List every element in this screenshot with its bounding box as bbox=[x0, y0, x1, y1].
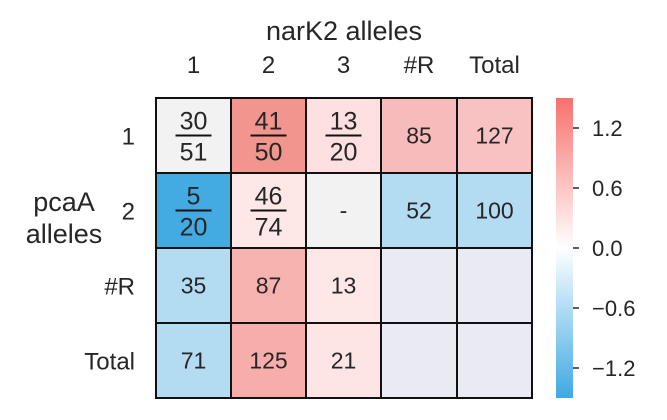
column-headers: 1 2 3 #R Total bbox=[187, 52, 520, 79]
cell-numerator: 30 bbox=[180, 108, 208, 136]
heatmap-cell bbox=[456, 247, 533, 324]
heatmap-cell bbox=[230, 322, 307, 399]
row-header: 2 bbox=[122, 199, 135, 226]
cell-value: 125 bbox=[249, 348, 287, 374]
cell-value: - bbox=[340, 198, 348, 224]
cell-denominator: 20 bbox=[180, 214, 208, 242]
cell-value: 21 bbox=[331, 348, 357, 374]
cell-value: 71 bbox=[181, 348, 207, 374]
heatmap-cell bbox=[305, 322, 382, 399]
heatmap-cells: 30 51 41 50 13 20 85 127 5 20 46 74 - 52 100 35 87 13 71 12… bbox=[155, 97, 533, 399]
heatmap-cell bbox=[155, 247, 232, 324]
row-header: #R bbox=[104, 274, 135, 301]
heatmap-cell bbox=[456, 322, 533, 399]
column-header: 3 bbox=[337, 52, 350, 79]
column-axis-title: narK2 alleles bbox=[266, 16, 422, 46]
column-header: Total bbox=[469, 52, 520, 79]
colorbar-tick-label: 0.6 bbox=[592, 176, 623, 201]
heatmap-cell bbox=[456, 172, 533, 249]
colorbar-ticks: 1.2 0.6 0.0 −0.6 −1.2 bbox=[573, 116, 635, 381]
row-axis-title-line-2: alleles bbox=[26, 219, 103, 249]
heatmap-cell bbox=[305, 247, 382, 324]
row-header: Total bbox=[84, 349, 135, 376]
column-header: 2 bbox=[262, 52, 275, 79]
cell-value: 52 bbox=[406, 198, 432, 224]
cell-value: 35 bbox=[181, 273, 207, 299]
colorbar-tick-label: −0.6 bbox=[592, 296, 635, 321]
cell-numerator: 13 bbox=[330, 108, 358, 136]
colorbar-tick-label: −1.2 bbox=[592, 356, 635, 381]
heatmap-cell bbox=[380, 322, 458, 399]
row-header: 1 bbox=[122, 124, 135, 151]
cell-value: 127 bbox=[475, 123, 513, 149]
colorbar bbox=[556, 98, 573, 398]
heatmap-cell bbox=[380, 172, 458, 249]
colorbar-tick-label: 0.0 bbox=[592, 236, 623, 261]
cell-denominator: 74 bbox=[255, 214, 283, 242]
cell-value: 85 bbox=[406, 123, 432, 149]
cell-denominator: 50 bbox=[255, 139, 283, 167]
cell-value: 100 bbox=[475, 198, 513, 224]
column-header: 1 bbox=[187, 52, 200, 79]
heatmap-cell bbox=[380, 247, 458, 324]
cell-value: 87 bbox=[256, 273, 282, 299]
cell-denominator: 51 bbox=[180, 139, 208, 167]
cell-value: 13 bbox=[331, 273, 357, 299]
row-headers: 1 2 #R Total bbox=[84, 124, 135, 376]
cell-denominator: 20 bbox=[330, 139, 358, 167]
cell-numerator: 41 bbox=[255, 108, 283, 136]
cell-numerator: 5 bbox=[187, 183, 201, 211]
row-axis-title-line-1: pcaA bbox=[33, 187, 95, 217]
column-header: #R bbox=[404, 52, 435, 79]
cell-numerator: 46 bbox=[255, 183, 283, 211]
colorbar-tick-label: 1.2 bbox=[592, 116, 623, 141]
